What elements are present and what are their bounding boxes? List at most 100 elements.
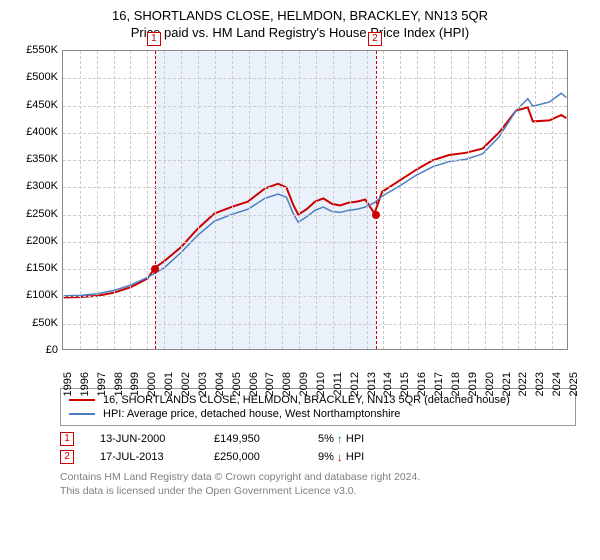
x-axis-label: 2011 xyxy=(332,372,344,396)
y-axis-label: £350K xyxy=(12,153,58,165)
x-axis-label: 2010 xyxy=(315,372,327,396)
x-axis-label: 2016 xyxy=(416,372,428,396)
event-dot xyxy=(372,211,380,219)
gridline-horizontal xyxy=(63,269,567,270)
event-marker-box: 2 xyxy=(60,450,74,464)
y-axis-label: £150K xyxy=(12,262,58,274)
y-axis-label: £500K xyxy=(12,71,58,83)
x-axis-label: 1995 xyxy=(62,372,74,396)
y-axis-label: £200K xyxy=(12,235,58,247)
x-axis-label: 1996 xyxy=(79,372,91,396)
series-line-hpi xyxy=(64,93,567,296)
event-date: 17-JUL-2013 xyxy=(100,451,188,463)
legend-swatch xyxy=(69,399,95,401)
x-axis-label: 2005 xyxy=(231,372,243,396)
gridline-vertical xyxy=(333,51,334,349)
chart-container: 16, SHORTLANDS CLOSE, HELMDON, BRACKLEY,… xyxy=(0,0,600,504)
x-axis-label: 2025 xyxy=(568,372,580,396)
gridline-vertical xyxy=(400,51,401,349)
gridline-vertical xyxy=(451,51,452,349)
chart-area: £0£50K£100K£150K£200K£250K£300K£350K£400… xyxy=(12,44,588,384)
gridline-vertical xyxy=(367,51,368,349)
gridline-vertical xyxy=(265,51,266,349)
event-delta-pct: 5% xyxy=(318,433,334,445)
event-price: £250,000 xyxy=(214,451,292,463)
gridline-vertical xyxy=(282,51,283,349)
x-axis-label: 2020 xyxy=(484,372,496,396)
y-axis-label: £100K xyxy=(12,289,58,301)
event-date: 13-JUN-2000 xyxy=(100,433,188,445)
y-axis-label: £450K xyxy=(12,99,58,111)
y-axis-label: £0 xyxy=(12,344,58,356)
gridline-horizontal xyxy=(63,78,567,79)
chart-title-address: 16, SHORTLANDS CLOSE, HELMDON, BRACKLEY,… xyxy=(12,8,588,23)
x-axis-label: 2014 xyxy=(382,372,394,396)
shaded-region-border xyxy=(376,51,377,349)
x-axis-label: 2000 xyxy=(146,372,158,396)
y-axis-label: £50K xyxy=(12,317,58,329)
x-axis-label: 2023 xyxy=(534,372,546,396)
gridline-vertical xyxy=(164,51,165,349)
gridline-vertical xyxy=(232,51,233,349)
x-axis-label: 1997 xyxy=(96,372,108,396)
gridline-horizontal xyxy=(63,187,567,188)
x-axis-label: 2007 xyxy=(264,372,276,396)
x-axis-label: 2019 xyxy=(467,372,479,396)
chart-subtitle: Price paid vs. HM Land Registry's House … xyxy=(12,25,588,40)
event-delta: 9% ↓ HPI xyxy=(318,451,364,463)
event-row: 2 17-JUL-2013 £250,000 9% ↓ HPI xyxy=(60,450,576,464)
gridline-horizontal xyxy=(63,296,567,297)
gridline-horizontal xyxy=(63,242,567,243)
gridline-vertical xyxy=(434,51,435,349)
gridline-vertical xyxy=(130,51,131,349)
x-axis-label: 1998 xyxy=(113,372,125,396)
gridline-horizontal xyxy=(63,324,567,325)
gridline-vertical xyxy=(502,51,503,349)
y-axis-label: £550K xyxy=(12,44,58,56)
gridline-vertical xyxy=(147,51,148,349)
footer-attribution: Contains HM Land Registry data © Crown c… xyxy=(60,470,576,498)
marker-box: 1 xyxy=(147,32,161,46)
x-axis-label: 2024 xyxy=(551,372,563,396)
x-axis-label: 2012 xyxy=(349,372,361,396)
gridline-vertical xyxy=(316,51,317,349)
x-axis-label: 1999 xyxy=(129,372,141,396)
gridline-horizontal xyxy=(63,215,567,216)
gridline-vertical xyxy=(181,51,182,349)
event-delta-suffix: HPI xyxy=(346,433,364,445)
x-axis-label: 2013 xyxy=(366,372,378,396)
event-marker-box: 1 xyxy=(60,432,74,446)
gridline-vertical xyxy=(535,51,536,349)
gridline-vertical xyxy=(114,51,115,349)
gridline-horizontal xyxy=(63,133,567,134)
gridline-vertical xyxy=(518,51,519,349)
arrow-down-icon: ↓ xyxy=(337,451,343,463)
footer-line: This data is licensed under the Open Gov… xyxy=(60,484,576,498)
x-axis-label: 2008 xyxy=(281,372,293,396)
line-series-svg xyxy=(63,51,567,349)
event-delta: 5% ↑ HPI xyxy=(318,433,364,445)
y-axis-label: £300K xyxy=(12,180,58,192)
plot-area xyxy=(62,50,568,350)
gridline-vertical xyxy=(249,51,250,349)
title-block: 16, SHORTLANDS CLOSE, HELMDON, BRACKLEY,… xyxy=(12,8,588,40)
event-price: £149,950 xyxy=(214,433,292,445)
x-axis-label: 2022 xyxy=(517,372,529,396)
marker-box: 2 xyxy=(368,32,382,46)
x-axis-label: 2002 xyxy=(180,372,192,396)
gridline-horizontal xyxy=(63,160,567,161)
x-axis-label: 2006 xyxy=(248,372,260,396)
x-axis-label: 2004 xyxy=(214,372,226,396)
gridline-vertical xyxy=(468,51,469,349)
legend-item-hpi: HPI: Average price, detached house, West… xyxy=(69,407,567,421)
gridline-vertical xyxy=(97,51,98,349)
y-axis-label: £250K xyxy=(12,208,58,220)
arrow-up-icon: ↑ xyxy=(337,433,343,445)
x-axis-label: 2018 xyxy=(450,372,462,396)
gridline-vertical xyxy=(417,51,418,349)
gridline-vertical xyxy=(80,51,81,349)
event-delta-suffix: HPI xyxy=(346,451,364,463)
legend-label: HPI: Average price, detached house, West… xyxy=(103,408,400,420)
gridline-vertical xyxy=(299,51,300,349)
x-axis-label: 2017 xyxy=(433,372,445,396)
